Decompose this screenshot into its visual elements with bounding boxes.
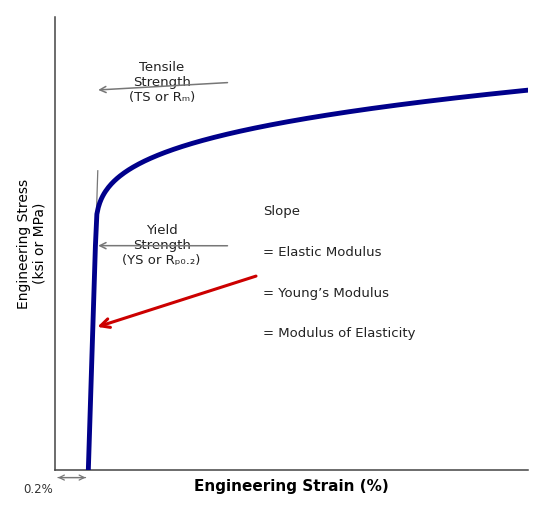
Text: Yield
Strength
(YS or Rₚ₀.₂): Yield Strength (YS or Rₚ₀.₂) bbox=[123, 224, 201, 267]
Text: Tensile
Strength
(TS or Rₘ): Tensile Strength (TS or Rₘ) bbox=[129, 61, 195, 104]
Text: = Modulus of Elasticity: = Modulus of Elasticity bbox=[263, 328, 416, 340]
Text: = Young’s Modulus: = Young’s Modulus bbox=[263, 287, 389, 299]
X-axis label: Engineering Strain (%): Engineering Strain (%) bbox=[195, 479, 389, 494]
Text: Slope: Slope bbox=[263, 205, 300, 218]
Text: = Elastic Modulus: = Elastic Modulus bbox=[263, 246, 382, 259]
Text: 0.2%: 0.2% bbox=[23, 483, 53, 496]
Y-axis label: Engineering Stress
(ksi or MPa): Engineering Stress (ksi or MPa) bbox=[17, 178, 47, 309]
